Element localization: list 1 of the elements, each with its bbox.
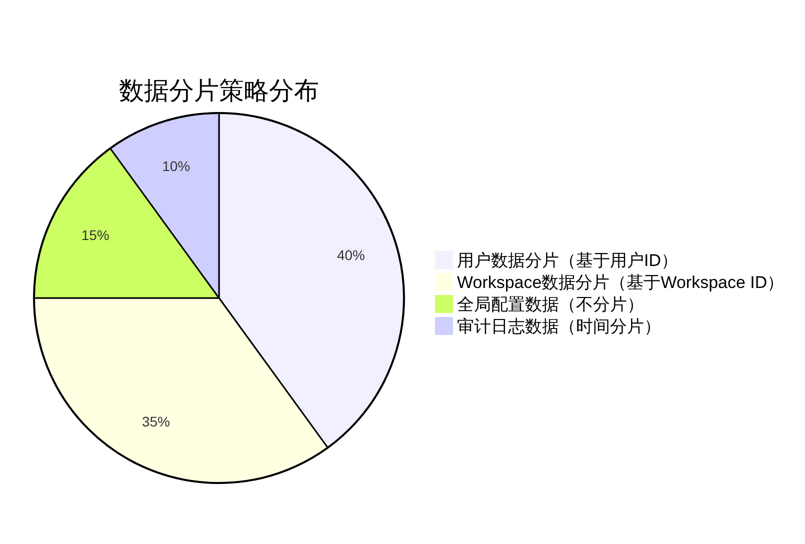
title: 数据分片策略分布: [119, 77, 319, 105]
